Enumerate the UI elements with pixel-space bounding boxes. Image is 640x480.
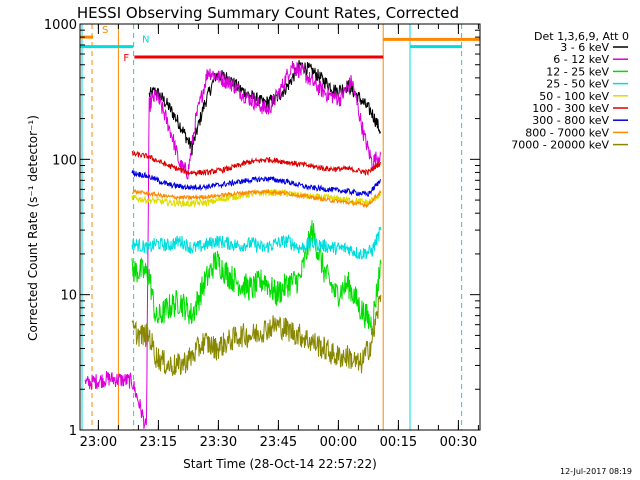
legend-label: 12 - 25 keV [546, 65, 609, 78]
flag-letter: N [142, 35, 149, 46]
data-series [84, 60, 382, 429]
x-tick-label: 23:15 [140, 435, 177, 450]
legend-label: 800 - 7000 keV [525, 126, 609, 139]
legend-label: 50 - 100 keV [539, 90, 609, 103]
x-tick-label: 00:30 [440, 435, 477, 450]
legend-label: 6 - 12 keV [553, 53, 609, 66]
y-tick-label: 10 [60, 289, 77, 304]
flag-letter: F [123, 53, 129, 64]
flag-letter: S [102, 25, 108, 36]
series-line [131, 150, 381, 177]
legend-label: 7000 - 20000 keV [511, 139, 609, 152]
legend-label: 25 - 50 keV [546, 78, 609, 91]
x-tick-label: 00:15 [380, 435, 417, 450]
y-tick-label: 100 [52, 153, 77, 168]
plot-frame [79, 23, 481, 431]
timestamp-footer: 12-Jul-2017 08:19 [560, 467, 632, 476]
series-line [84, 60, 382, 429]
y-tick-label: 1000 [44, 18, 77, 33]
y-tick-label: 1 [69, 424, 77, 439]
x-tick-label: 23:00 [80, 435, 117, 450]
y-axis-label: Corrected Count Rate (s⁻¹ detector⁻¹) [26, 115, 40, 341]
series-line [132, 188, 382, 209]
series-line [131, 188, 382, 208]
x-tick-label: 00:00 [320, 435, 357, 450]
legend-label: 100 - 300 keV [532, 102, 609, 115]
vertical-markers [81, 24, 463, 430]
legend-title: Det 1,3,6,9, Att 0 [534, 30, 629, 43]
legend-label: 300 - 800 keV [532, 114, 609, 127]
flag-bars: S N F [80, 25, 480, 64]
series-line [131, 170, 382, 197]
x-tick-label: 23:45 [260, 435, 297, 450]
x-axis-label: Start Time (28-Oct-14 22:57:22) [183, 457, 377, 471]
legend-label: 3 - 6 keV [560, 41, 609, 54]
axes: 1 10 100 1000 23:00 23:15 23:30 23:45 00:00 00:15… [44, 18, 481, 450]
series-line [131, 226, 382, 260]
x-tick-label: 23:30 [200, 435, 237, 450]
series-line [131, 220, 382, 336]
chart-title: HESSI Observing Summary Count Rates, Cor… [77, 4, 459, 22]
series-line [131, 294, 382, 376]
